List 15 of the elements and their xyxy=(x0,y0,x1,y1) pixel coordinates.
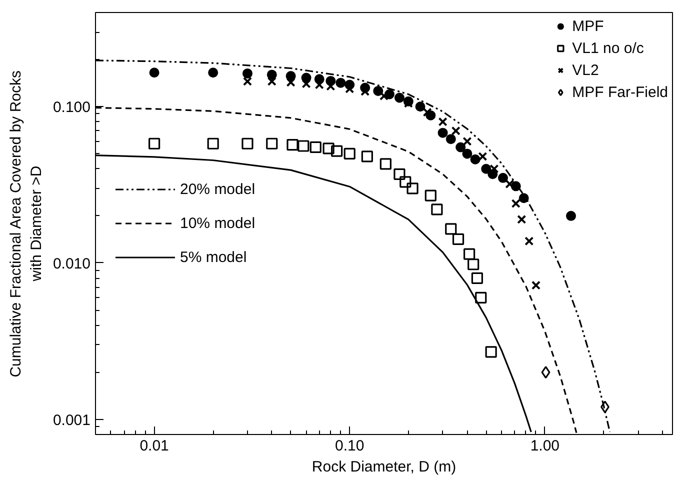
legend-label: 10% model xyxy=(180,214,256,232)
y-tick-label: 0.100 xyxy=(52,99,91,116)
y-tick-label: 0.010 xyxy=(52,255,91,272)
x-axis-title: Rock Diameter, D (m) xyxy=(312,458,456,476)
x-tick-label: 0.10 xyxy=(335,438,364,454)
legend-label: 20% model xyxy=(180,180,256,198)
legend-label: VL1 no o/c xyxy=(572,40,644,56)
legend-label: VL2 xyxy=(572,62,599,78)
x-tick-label: 0.01 xyxy=(140,438,169,454)
y-axis-title: Cumulative Fractional Area Covered by Rocks with Diameter >D xyxy=(8,70,45,378)
x-tick-label: 1.00 xyxy=(530,438,560,454)
y-tick-label: 0.001 xyxy=(52,412,91,429)
legend-label: 5% model xyxy=(180,248,247,266)
legend-label: MPF Far-Field xyxy=(572,84,668,100)
legend-label: MPF xyxy=(572,18,604,34)
